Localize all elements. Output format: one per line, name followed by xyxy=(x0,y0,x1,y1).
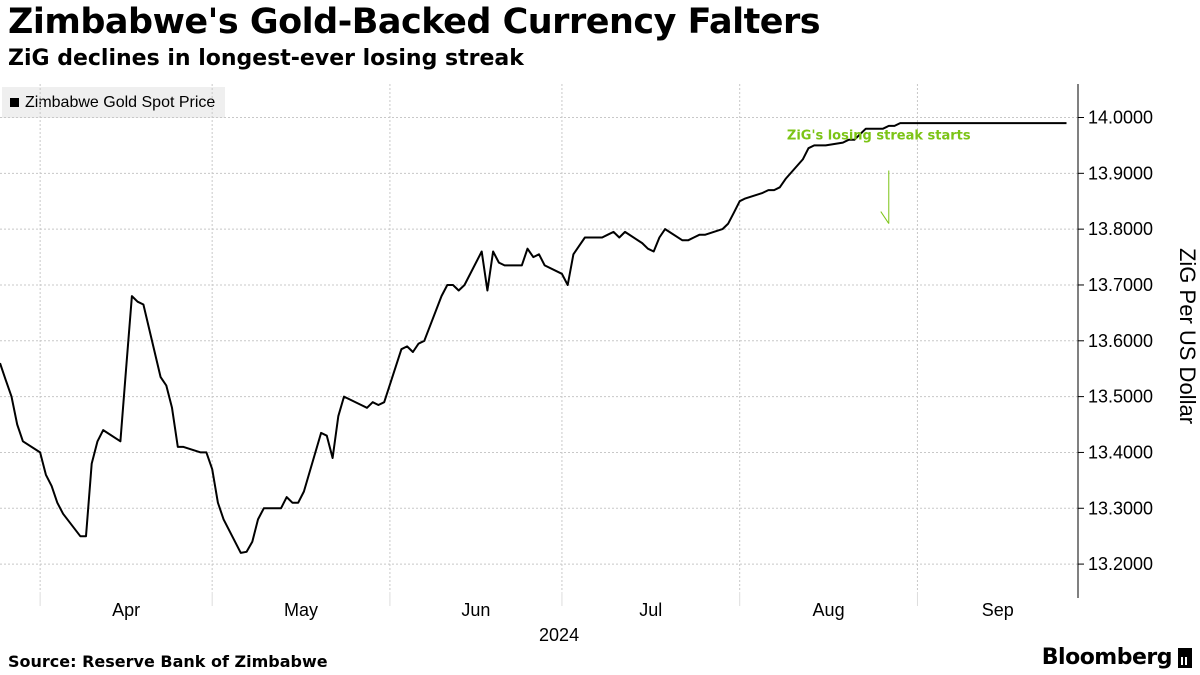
annotation-label: ZiG's losing streak starts xyxy=(787,129,971,144)
chart-subtitle: ZiG declines in longest-ever losing stre… xyxy=(8,46,524,71)
x-tick-label: Apr xyxy=(112,600,140,620)
chart-title: Zimbabwe's Gold-Backed Currency Falters xyxy=(8,2,821,42)
y-tick-label: 13.9000 xyxy=(1088,163,1153,183)
brand-name: Bloomberg xyxy=(1041,645,1173,670)
source-note: Source: Reserve Bank of Zimbabwe xyxy=(8,652,328,671)
legend-swatch-icon xyxy=(10,98,19,107)
y-tick-label: 13.7000 xyxy=(1088,275,1153,295)
series-line-zimbabwe-gold xyxy=(0,122,1067,554)
x-tick-label: May xyxy=(284,600,318,620)
brand-logo: Bloomberg xyxy=(1042,645,1192,670)
annotation-arrow-head xyxy=(880,211,890,224)
x-tick-label: Jul xyxy=(639,600,662,620)
y-tick-label: 13.5000 xyxy=(1088,387,1153,407)
legend: Zimbabwe Gold Spot Price xyxy=(2,87,226,118)
y-tick-label: 14.0000 xyxy=(1088,107,1153,127)
y-tick-label: 13.4000 xyxy=(1088,442,1153,462)
x-year-label: 2024 xyxy=(539,625,579,645)
x-tick-label: Jun xyxy=(461,600,490,620)
y-tick-label: 13.8000 xyxy=(1088,219,1153,239)
x-tick-label: Sep xyxy=(982,600,1014,620)
y-tick-label: 13.6000 xyxy=(1088,331,1153,351)
x-tick-label: Aug xyxy=(813,600,845,620)
y-tick-label: 13.2000 xyxy=(1088,554,1153,574)
y-tick-label: 13.3000 xyxy=(1088,498,1153,518)
bloomberg-mark-icon xyxy=(1178,647,1192,668)
y-axis-label: ZiG Per US Dollar xyxy=(1175,248,1200,424)
legend-label: Zimbabwe Gold Spot Price xyxy=(25,93,216,111)
